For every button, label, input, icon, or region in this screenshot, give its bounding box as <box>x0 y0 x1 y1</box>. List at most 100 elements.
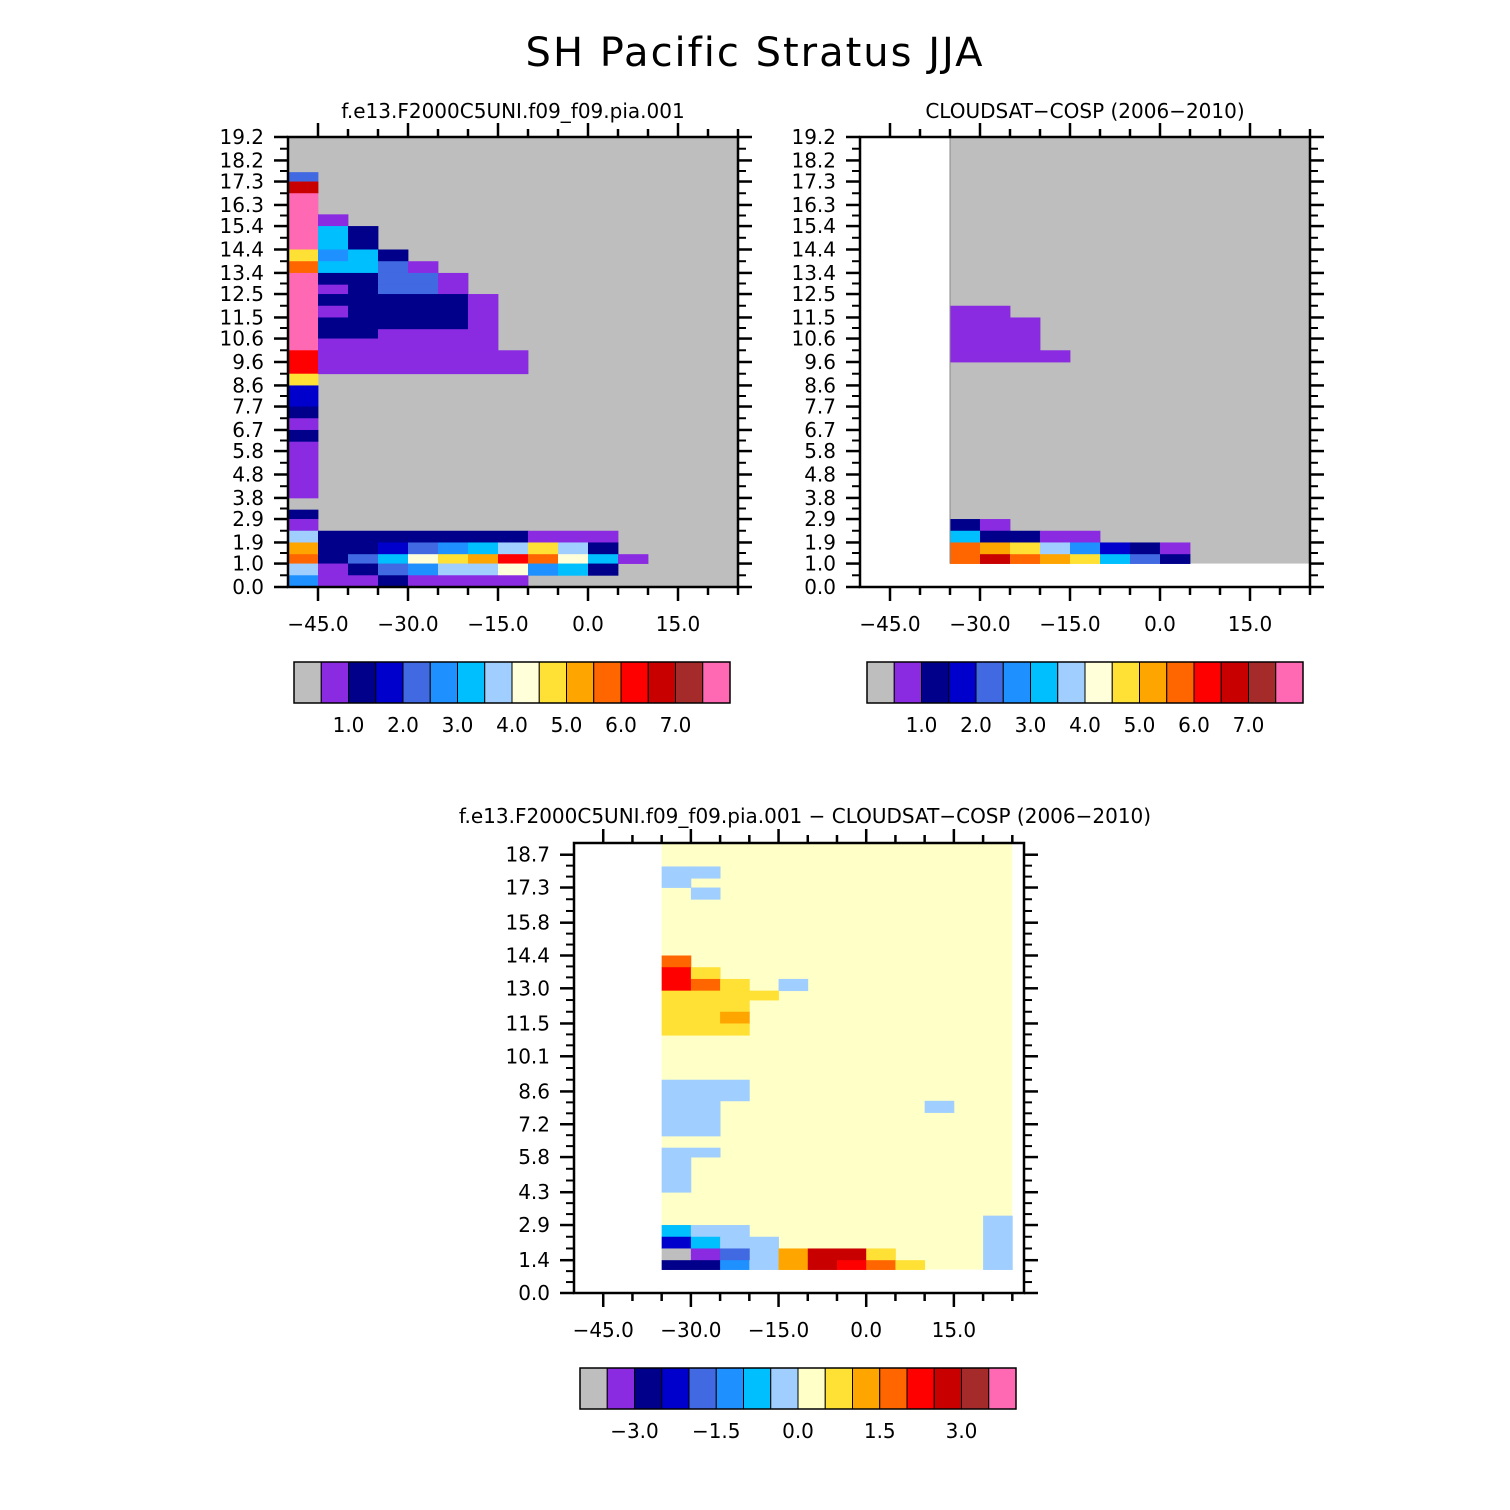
y-tick-label: 2.9 <box>804 507 836 531</box>
y-tick-label: 3.8 <box>232 486 264 510</box>
colorbar-swatch <box>988 1367 1017 1410</box>
heatmap-cell <box>980 542 1011 555</box>
colorbar-label: 3.0 <box>1015 713 1047 737</box>
y-tick-label: 19.2 <box>791 125 836 149</box>
heatmap-cell <box>318 305 349 318</box>
heatmap-cell <box>288 172 319 182</box>
heatmap-cell <box>1040 542 1071 555</box>
y-tick-label: 11.5 <box>505 1011 550 1035</box>
heatmap-cell <box>468 305 499 318</box>
heatmap-cell <box>318 554 349 564</box>
heatmap-cell <box>661 1225 692 1238</box>
y-tick-label: 15.4 <box>219 214 264 238</box>
heatmap-cell <box>468 294 499 307</box>
colorbar-swatch <box>484 661 513 704</box>
y-tick-label: 15.8 <box>505 911 550 935</box>
heatmap-cell <box>1040 554 1071 564</box>
colorbar-label: 2.0 <box>387 713 419 737</box>
heatmap-cell <box>1040 530 1101 543</box>
heatmap-cell <box>378 249 409 262</box>
heatmap-cell <box>720 1011 750 1024</box>
heatmap-cell <box>408 261 439 274</box>
heatmap-cell <box>348 261 379 274</box>
colorbar-swatch <box>593 661 622 704</box>
heatmap-cell <box>980 554 1011 564</box>
y-tick-label: 13.4 <box>791 261 836 285</box>
heatmap-cell <box>408 563 439 576</box>
y-tick-label: 1.0 <box>804 552 836 576</box>
y-tick-label: 5.8 <box>232 439 264 463</box>
heatmap-cell <box>661 1157 692 1193</box>
colorbar-swatch <box>933 1367 962 1410</box>
y-tick-label: 14.4 <box>791 238 836 262</box>
heatmap-cell <box>690 1225 750 1238</box>
heatmap-cell <box>378 329 499 339</box>
heatmap-cell <box>661 955 692 968</box>
y-tick-label: 7.7 <box>804 395 836 419</box>
heatmap-cell <box>528 542 559 555</box>
heatmap-cell <box>468 317 499 330</box>
heatmap-cell <box>438 563 499 576</box>
heatmap-cell <box>498 563 529 576</box>
heatmap-cell <box>720 1260 750 1270</box>
heatmap-cell <box>288 429 319 443</box>
heatmap-cell <box>288 406 319 419</box>
y-tick-label: 8.6 <box>232 373 264 397</box>
y-tick-label: 11.5 <box>219 305 264 329</box>
y-tick-label: 0.0 <box>232 575 264 599</box>
colorbar-swatch <box>893 661 922 704</box>
colorbar-swatch <box>1057 661 1086 704</box>
heatmap-cell <box>749 990 779 1001</box>
heatmap-cell <box>348 563 379 576</box>
heatmap-cell <box>1070 542 1101 555</box>
colorbar-swatch <box>375 661 404 704</box>
x-tick-label: 0.0 <box>572 612 604 636</box>
colorbar-swatch <box>634 1367 663 1410</box>
y-tick-label: 4.8 <box>232 463 264 487</box>
heatmap-cell <box>378 554 409 564</box>
heatmap-cell <box>528 554 559 564</box>
y-tick-label: 8.6 <box>804 373 836 397</box>
heatmap-cell <box>950 350 1071 363</box>
heatmap-cell <box>1100 542 1131 555</box>
heatmap-cell <box>288 530 319 543</box>
colorbar-swatch <box>948 661 977 704</box>
y-tick-label: 6.7 <box>232 418 264 442</box>
heatmap-cell <box>318 350 529 375</box>
panel-title: CLOUDSAT−COSP (2006−2010) <box>925 99 1244 123</box>
heatmap-cell <box>498 542 529 555</box>
heatmap-cell <box>690 1248 721 1261</box>
colorbar-label: 7.0 <box>660 713 692 737</box>
colorbar-swatch <box>961 1367 990 1410</box>
colorbar-label: 3.0 <box>442 713 474 737</box>
heatmap-cell <box>288 418 319 431</box>
y-tick-label: 4.3 <box>518 1180 550 1204</box>
heatmap-cell <box>950 542 981 555</box>
heatmap-cell <box>288 575 319 588</box>
heatmap-cell <box>318 317 469 330</box>
heatmap-cell <box>720 1236 750 1249</box>
heatmap-cell <box>288 554 319 564</box>
colorbar-swatch <box>538 661 567 704</box>
colorbar-frame <box>293 661 731 704</box>
y-tick-label: 11.5 <box>791 305 836 329</box>
colorbar-swatch <box>743 1367 772 1410</box>
x-tick-label: −30.0 <box>377 612 438 636</box>
x-tick-label: 15.0 <box>1228 612 1273 636</box>
heatmap-cell <box>318 338 499 351</box>
heatmap-cell <box>807 1248 867 1261</box>
heatmap-cell <box>558 563 589 576</box>
heatmap-cell <box>438 272 469 286</box>
colorbar-swatch <box>1030 661 1059 704</box>
heatmap-cell <box>288 563 319 576</box>
y-tick-label: 16.3 <box>219 193 264 217</box>
colorbar-label: −1.5 <box>692 1419 741 1443</box>
heatmap-cell <box>498 554 529 564</box>
colorbar-swatch <box>511 661 540 704</box>
y-tick-label: 16.3 <box>791 193 836 217</box>
heatmap-cell <box>378 261 409 274</box>
heatmap-cell <box>661 990 750 1013</box>
heatmap-cell <box>318 542 379 555</box>
heatmap-cell <box>690 967 721 980</box>
